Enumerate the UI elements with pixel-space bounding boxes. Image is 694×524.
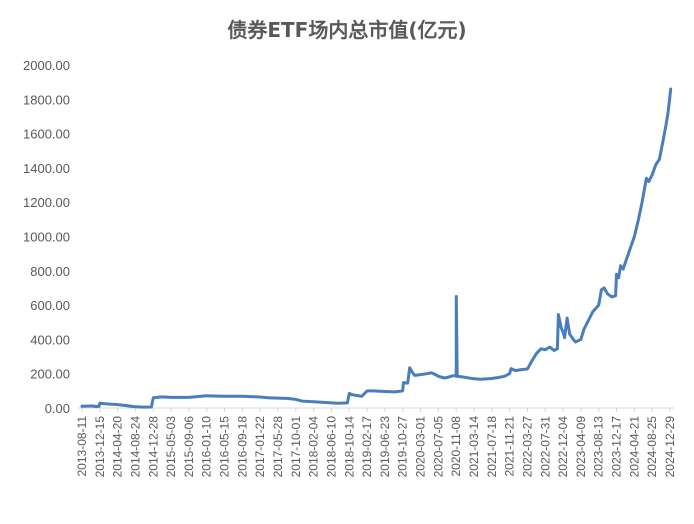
x-tick-label: 2021-07-18 [485,416,499,478]
y-tick-label: 0.00 [45,401,70,416]
chart-title: 债券ETF场内总市值(亿元) [227,18,467,42]
x-tick-label: 2018-10-14 [342,416,356,478]
x-tick-label: 2017-10-01 [289,416,303,478]
x-tick-label: 2019-10-27 [396,416,410,478]
x-tick-label: 2021-11-21 [503,416,517,477]
y-tick-label: 2000.00 [23,58,70,73]
x-tick-label: 2013-08-11 [75,416,89,477]
x-tick-label: 2020-11-08 [449,416,463,477]
x-tick-label: 2023-08-13 [592,416,606,478]
x-tick-label: 2017-05-28 [271,416,285,478]
x-tick-label: 2024-08-25 [645,416,659,478]
y-tick-label: 600.00 [30,298,70,313]
y-tick-label: 800.00 [30,264,70,279]
y-tick-label: 400.00 [30,332,70,347]
x-tick-label: 2023-04-09 [574,416,588,478]
y-tick-label: 1600.00 [23,127,70,142]
x-tick-label: 2022-03-27 [520,416,534,478]
y-tick-label: 1400.00 [23,161,70,176]
x-tick-label: 2017-01-22 [253,416,267,478]
x-tick-label: 2013-12-15 [93,416,107,478]
x-tick-label: 2016-05-15 [218,416,232,478]
y-tick-label: 200.00 [30,367,70,382]
x-tick-label: 2023-12-17 [610,416,624,478]
x-tick-label: 2024-04-21 [627,416,641,478]
x-tick-label: 2021-03-14 [467,416,481,478]
x-tick-label: 2016-09-18 [235,416,249,478]
x-tick-label: 2014-08-24 [128,416,142,478]
x-tick-label: 2024-12-29 [663,416,677,478]
y-tick-label: 1800.00 [23,92,70,107]
x-tick-label: 2022-07-31 [538,416,552,478]
x-tick-label: 2018-02-04 [307,416,321,478]
x-tick-label: 2015-09-06 [182,416,196,478]
x-tick-label: 2019-02-17 [360,416,374,478]
x-tick-label: 2016-01-10 [200,416,214,478]
x-tick-label: 2019-06-23 [378,416,392,478]
x-tick-label: 2018-06-10 [324,416,338,478]
x-tick-label: 2015-05-03 [164,416,178,478]
x-tick-label: 2020-03-01 [414,416,428,478]
x-tick-label: 2014-04-20 [111,416,125,478]
series-line [80,87,673,409]
y-tick-label: 1200.00 [23,195,70,210]
x-tick-label: 2014-12-28 [146,416,160,478]
x-tick-label: 2020-07-05 [431,416,445,478]
y-tick-label: 1000.00 [23,230,70,245]
x-tick-label: 2022-12-04 [556,416,570,478]
